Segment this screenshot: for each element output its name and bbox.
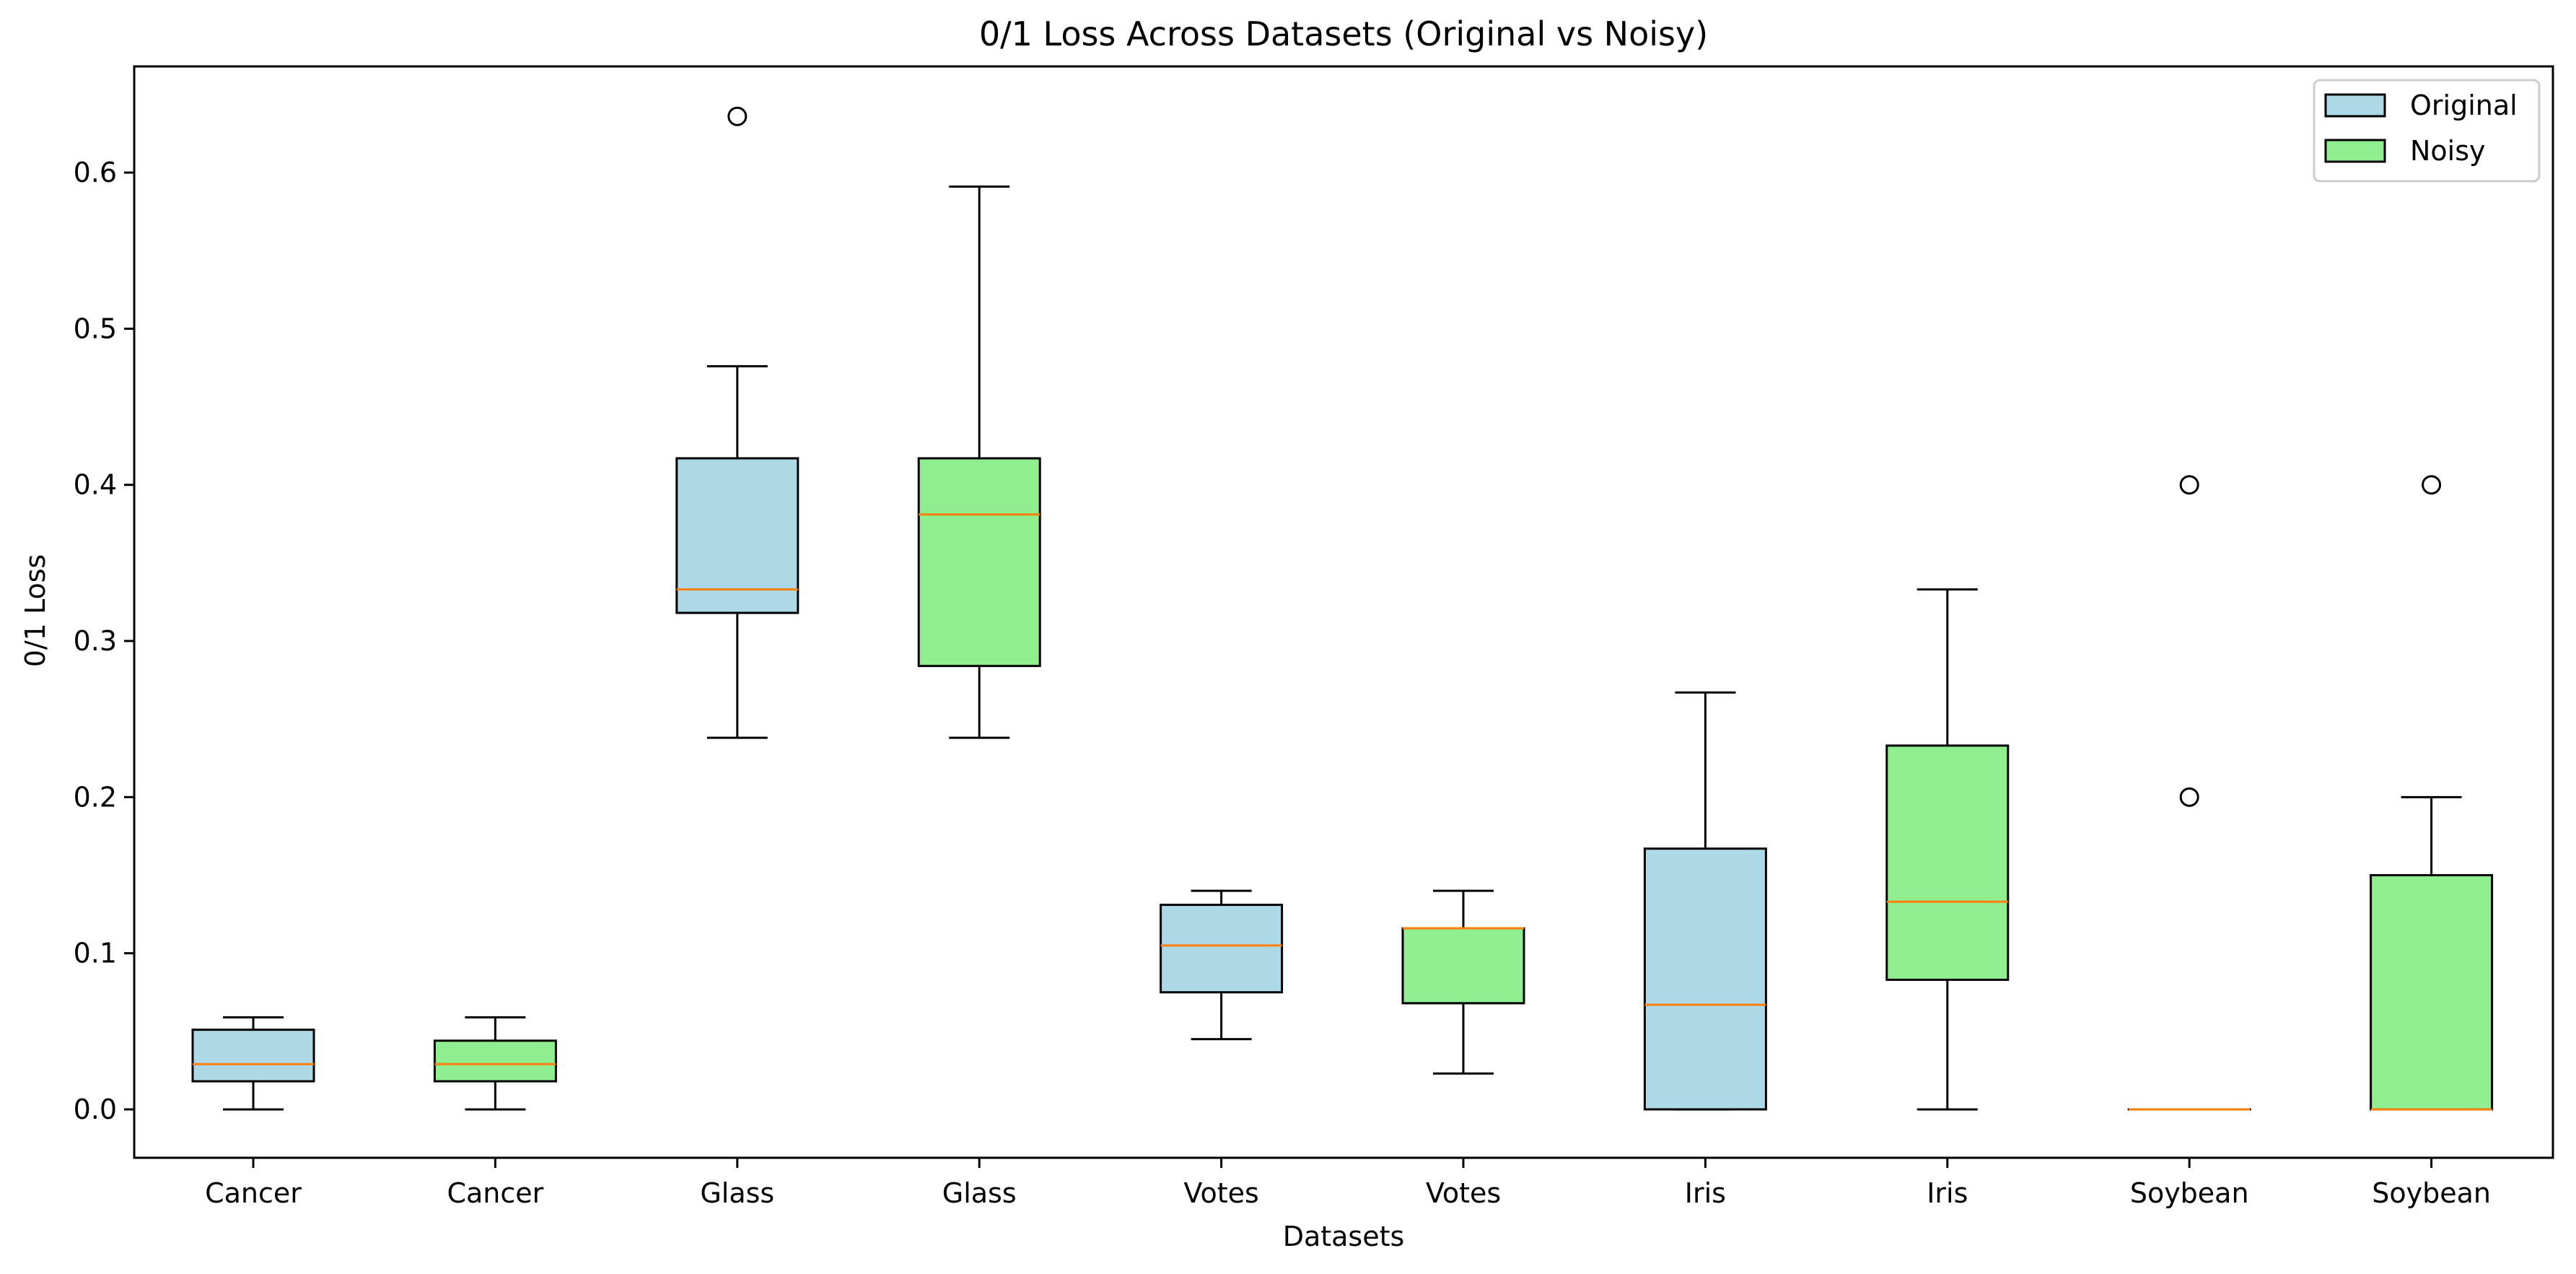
x-tick-label: Votes: [1183, 1177, 1258, 1209]
box-group: [2127, 475, 2251, 1111]
y-tick-label: 0.3: [74, 625, 117, 657]
y-tick-label: 0.1: [74, 938, 117, 969]
legend: Original Noisy: [2313, 79, 2541, 183]
box-iqr: [1643, 847, 1767, 1111]
box-iqr: [1160, 904, 1284, 994]
y-axis-label: 0/1 Loss: [19, 554, 51, 668]
outlier-point: [727, 106, 748, 126]
legend-label: Noisy: [2410, 135, 2486, 167]
x-axis-label: Datasets: [1283, 1221, 1405, 1252]
y-tick-label: 0.0: [74, 1094, 117, 1125]
legend-swatch: [2324, 139, 2386, 163]
box-group: [1885, 588, 2010, 1111]
y-tick-label: 0.5: [74, 313, 117, 344]
chart-title: 0/1 Loss Across Datasets (Original vs No…: [979, 14, 1708, 53]
x-tick-label: Votes: [1426, 1177, 1501, 1209]
plot-frame: [133, 65, 2554, 1159]
x-tick-label: Soybean: [2372, 1177, 2491, 1209]
box-group: [433, 1016, 557, 1111]
box-iqr: [2370, 873, 2494, 1111]
box-group: [191, 1016, 315, 1111]
outlier-point: [2179, 475, 2199, 495]
y-tick-label: 0.4: [74, 469, 117, 501]
box-iqr: [917, 457, 1041, 668]
box-iqr: [1401, 927, 1525, 1005]
x-tick-label: Iris: [1685, 1177, 1726, 1209]
box-iqr: [433, 1039, 557, 1083]
x-tick-label: Cancer: [447, 1177, 543, 1209]
box-iqr: [675, 457, 799, 614]
box-iqr: [191, 1029, 315, 1083]
x-tick-label: Glass: [942, 1177, 1017, 1209]
box-iqr: [1885, 744, 2010, 981]
y-tick-label: 0.2: [74, 781, 117, 813]
y-tick-label: 0.6: [74, 157, 117, 188]
outlier-point: [2422, 475, 2442, 495]
box-group: [1643, 691, 1767, 1111]
x-tick-label: Iris: [1927, 1177, 1968, 1209]
x-tick-label: Cancer: [205, 1177, 302, 1209]
box-group: [1160, 889, 1284, 1041]
y-axis-ticks: 0.0 0.1 0.2 0.3 0.4 0.5 0.6: [74, 157, 134, 1125]
x-tick-label: Soybean: [2130, 1177, 2249, 1209]
box-group: [675, 106, 799, 739]
outlier-point: [2179, 787, 2199, 807]
x-tick-label: Glass: [700, 1177, 774, 1209]
legend-swatch: [2324, 93, 2386, 118]
x-axis-ticks: Cancer Cancer Glass Glass Votes Votes Iris Iris…: [205, 1158, 2491, 1209]
box-group: [917, 186, 1041, 739]
box-group: [1401, 889, 1525, 1075]
legend-label: Original: [2410, 90, 2518, 121]
box-group: [2370, 475, 2494, 1111]
box-series: [191, 106, 2494, 1111]
